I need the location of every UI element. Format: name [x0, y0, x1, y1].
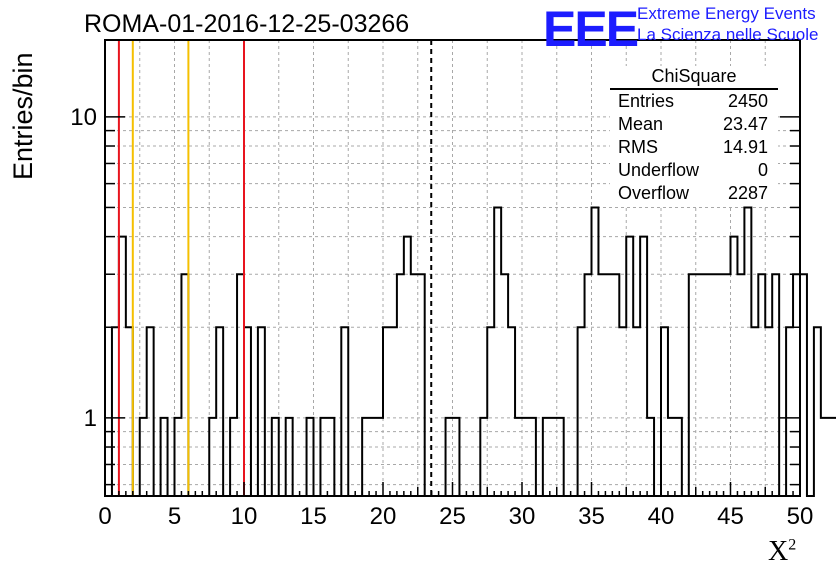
histogram-bin [828, 418, 835, 496]
histogram-bin [418, 274, 425, 496]
logo-text-line1: Extreme Energy Events [637, 4, 816, 23]
histogram-bin [751, 327, 758, 496]
y-tick-label: 1 [84, 405, 97, 432]
histogram-bin [821, 418, 828, 496]
x-tick-label: 25 [439, 503, 466, 530]
histogram-bin [793, 274, 800, 496]
histogram-bin [119, 237, 126, 496]
stats-label: Overflow [618, 183, 690, 203]
histogram-bin [404, 237, 411, 496]
histogram-bin [661, 327, 668, 496]
stats-value: 2450 [727, 91, 768, 111]
stats-value: 14.91 [722, 137, 768, 157]
stats-row-underflow: Underflow 0 [610, 159, 778, 182]
histogram-bin [689, 274, 696, 496]
histogram-bin [598, 274, 605, 496]
histogram-bin [390, 327, 397, 496]
histogram-bin [765, 327, 772, 496]
x-tick-label: 45 [717, 503, 744, 530]
histogram-bin [585, 274, 592, 496]
x-tick-label: 40 [648, 503, 675, 530]
histogram-bin [244, 327, 251, 496]
histogram-bin [216, 327, 223, 496]
histogram-bin [508, 327, 515, 496]
histogram-bin [786, 327, 793, 496]
histogram-bin [731, 237, 738, 496]
histogram-bin [501, 274, 508, 496]
histogram-bin [258, 327, 265, 496]
histogram-bin [772, 274, 779, 496]
stats-label: Entries [618, 91, 675, 111]
stats-row-rms: RMS 14.91 [610, 136, 778, 159]
x-axis-label-superscript: 2 [788, 536, 797, 554]
histogram-bin [494, 207, 501, 496]
histogram-bin [800, 274, 807, 496]
y-axis-label: Entries/bin [8, 52, 38, 180]
x-axis-label-base: X [768, 536, 789, 567]
x-tick-label: 30 [509, 503, 536, 530]
histogram-bin [612, 274, 619, 496]
histogram-bin [147, 327, 154, 496]
histogram-bin [605, 274, 612, 496]
histogram-bin [619, 327, 626, 496]
histogram-bin [744, 207, 751, 496]
x-tick-label: 35 [578, 503, 605, 530]
stats-box: ChiSquare Entries 2450 Mean 23.47 RMS 14.91… [610, 66, 778, 205]
stats-value: 0 [757, 160, 768, 180]
histogram-bin [181, 274, 188, 496]
histogram-bin [640, 237, 647, 496]
x-axis-label: X2 [768, 536, 796, 568]
histogram-bin [578, 327, 585, 496]
logo-text-line2: La Scienza nelle Scuole [637, 25, 819, 44]
y-tick-label: 10 [70, 104, 97, 131]
histogram-bin [487, 327, 494, 496]
histogram-bin [717, 274, 724, 496]
histogram-bin [112, 327, 119, 496]
stats-label: Underflow [618, 160, 700, 180]
stats-value: 2287 [727, 183, 768, 203]
histogram-bin [237, 274, 244, 496]
histogram-bin [411, 274, 418, 496]
histogram-bin [814, 327, 821, 496]
stats-value: 23.47 [722, 114, 768, 134]
stats-row-entries: Entries 2450 [610, 90, 778, 113]
histogram-bin [592, 207, 599, 496]
histogram-bin [696, 274, 703, 496]
histogram-bin [383, 327, 390, 496]
stats-row-mean: Mean 23.47 [610, 113, 778, 136]
histogram-bin [341, 327, 348, 496]
histogram-bin [633, 327, 640, 496]
histogram-bin [626, 237, 633, 496]
histogram-bin [397, 274, 404, 496]
x-tick-label: 50 [787, 503, 814, 530]
histogram-bin [758, 274, 765, 496]
stats-title: ChiSquare [610, 66, 778, 90]
eee-logo-mark: EEE [543, 1, 639, 57]
stats-label: RMS [618, 137, 658, 157]
stats-label: Mean [618, 114, 664, 134]
stats-row-overflow: Overflow 2287 [610, 182, 778, 205]
histogram-bin [724, 274, 731, 496]
histogram-bin [703, 274, 710, 496]
histogram-bin [737, 274, 744, 496]
x-tick-label: 5 [168, 503, 181, 530]
histogram-bin [710, 274, 717, 496]
histogram-bin [126, 327, 133, 496]
x-tick-label: 15 [300, 503, 327, 530]
x-tick-label: 20 [370, 503, 397, 530]
x-tick-label: 10 [231, 503, 258, 530]
x-tick-label: 0 [98, 503, 111, 530]
histogram-series [105, 206, 836, 497]
chart-title: ROMA-01-2016-12-25-03266 [84, 10, 410, 38]
